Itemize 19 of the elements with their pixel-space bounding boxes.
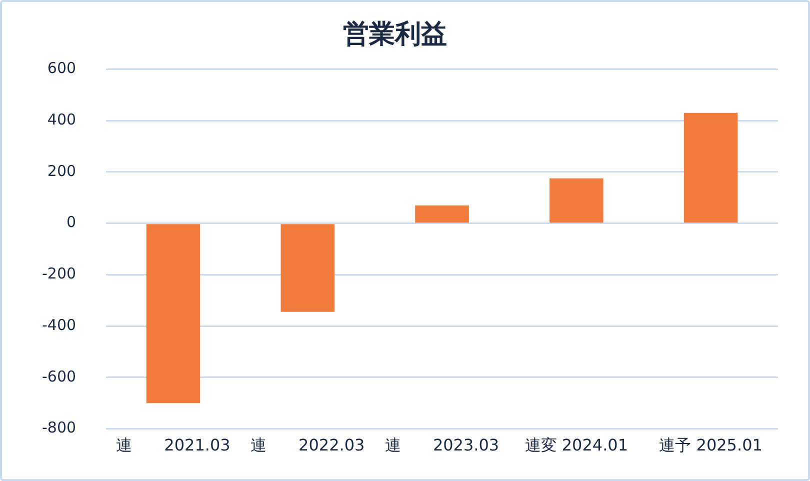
- x-tick-label: 連 2022.03: [250, 436, 365, 455]
- x-tick-label: 連変 2024.01: [524, 436, 628, 455]
- y-tick-label: -600: [42, 367, 76, 386]
- y-tick-label: 400: [47, 110, 76, 128]
- bar: [146, 224, 200, 404]
- y-tick-label: 200: [47, 162, 76, 180]
- y-tick-label: 600: [47, 59, 76, 78]
- bar: [280, 224, 335, 312]
- y-tick-label: -200: [42, 264, 76, 283]
- chart-title: 営業利益: [343, 19, 447, 50]
- x-tick-label: 連 2021.03: [116, 436, 230, 455]
- x-tick-label: 連予 2025.01: [659, 436, 762, 455]
- bar: [684, 112, 738, 223]
- bar: [415, 205, 469, 223]
- y-tick-label: 0: [66, 213, 76, 232]
- x-tick-label: 連 2023.03: [384, 436, 500, 455]
- bar: [550, 178, 604, 223]
- y-tick-label: -800: [42, 418, 76, 437]
- y-tick-label: -400: [42, 316, 76, 334]
